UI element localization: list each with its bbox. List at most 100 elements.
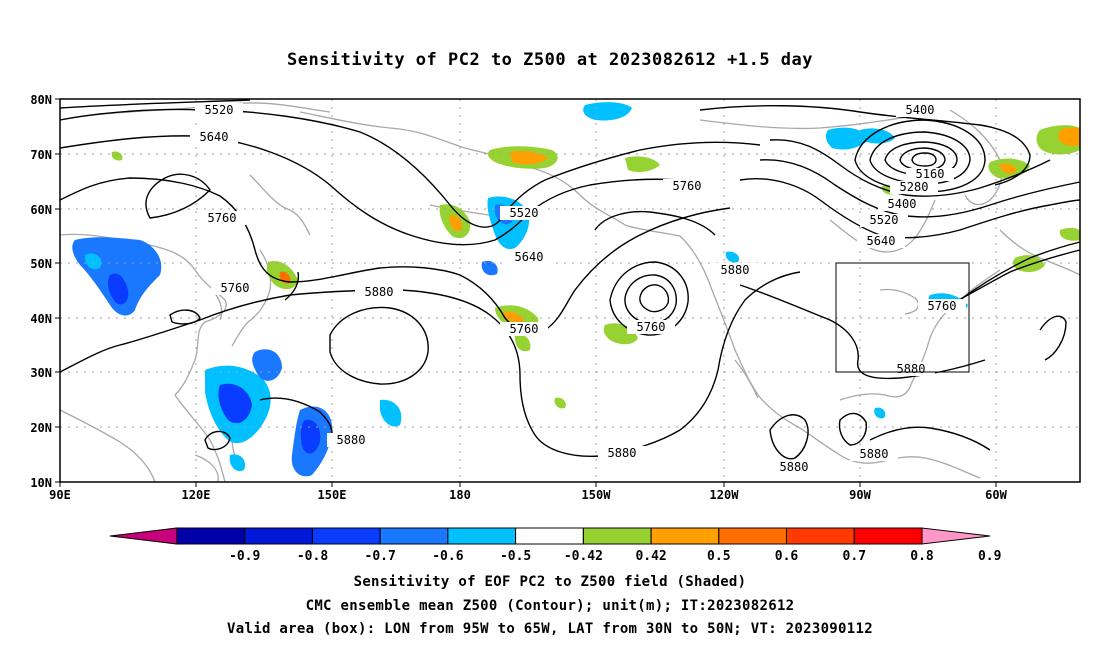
svg-text:5880: 5880 <box>897 362 926 376</box>
contour-npac-low-mid <box>624 274 677 325</box>
valid-area-box <box>835 262 970 373</box>
svg-text:5160: 5160 <box>916 167 945 181</box>
coast-gulf <box>839 381 913 401</box>
axis-ticks <box>55 98 997 487</box>
contour-label-5880-g: 5880 <box>850 447 898 461</box>
neg-patch-pacific-wpac-core <box>300 419 321 454</box>
lon-label-120w: 120W <box>710 488 740 502</box>
contour-label-5640-a: 5640 <box>190 130 238 144</box>
coast-borneo <box>194 454 219 483</box>
coast-sea-asia <box>174 394 226 483</box>
svg-text:5280: 5280 <box>900 180 929 194</box>
contour-5880-caribbean <box>769 414 809 460</box>
contour-atlantic-trough <box>1039 315 1067 361</box>
pos-patch-alaska <box>625 156 660 173</box>
neg-patch-arctic-canada <box>825 127 870 150</box>
svg-text:5640: 5640 <box>200 130 229 144</box>
coast-baja <box>734 359 759 399</box>
lat-label-50n: 50N <box>30 257 52 271</box>
pos-patch-dateline-core <box>502 311 524 324</box>
pos-patch-small-5 <box>111 151 123 161</box>
colorbar-left-triangle <box>109 527 178 545</box>
contour-label-5880-f: 5880 <box>770 460 818 474</box>
colorbar-box <box>244 527 313 545</box>
contour-label-5880-b: 5880 <box>327 433 375 447</box>
latitude-labels: 80N 70N 60N 50N 40N 30N 20N 10N <box>30 93 52 490</box>
colorbar-boxes <box>176 527 923 545</box>
contour-canada-5400 <box>699 105 1031 186</box>
neg-patch-kuroshio-west-core <box>218 383 252 424</box>
positive-patches <box>111 125 1080 409</box>
neg-patch-small-4 <box>874 407 886 419</box>
colorbar-tick-label: -0.7 <box>365 549 396 564</box>
svg-text:5520: 5520 <box>870 213 899 227</box>
caption-line-2: CMC ensemble mean Z500 (Contour); unit(m… <box>305 598 795 614</box>
lat-label-70n: 70N <box>30 148 52 162</box>
contour-canada-5520 <box>769 139 1051 197</box>
colorbar-tick-label: 0.6 <box>775 549 799 564</box>
contour-label-5760-a: 5760 <box>198 211 246 225</box>
contour-5760-west <box>59 177 731 334</box>
lon-label-150e: 150E <box>318 488 347 502</box>
contour-label-5520-c: 5520 <box>860 213 908 227</box>
coast-indochina <box>59 409 156 483</box>
pos-patch-bering-arc-core <box>510 150 548 165</box>
caption-line-3: Valid area (box): LON from 95W to 65W, L… <box>227 621 873 637</box>
colorbar-tick-label: -0.42 <box>564 549 603 564</box>
lon-label-60w: 60W <box>985 488 1007 502</box>
lat-label-60n: 60N <box>30 203 52 217</box>
colorbar-box <box>853 527 923 545</box>
lat-label-10n: 10N <box>30 476 52 490</box>
colorbar-box <box>515 527 584 545</box>
lat-label-20n: 20N <box>30 421 52 435</box>
pos-patch-small-6 <box>554 397 566 409</box>
svg-text:5400: 5400 <box>888 197 917 211</box>
contour-5880-low-center <box>329 306 429 385</box>
contour-5880-small <box>204 430 231 451</box>
lon-label-120e: 120E <box>182 488 211 502</box>
contour-5760-kamchatka <box>284 271 300 301</box>
pos-patch-davis-core <box>1000 163 1017 174</box>
contour-canada-5760 <box>739 178 1081 239</box>
neg-patch-arctic <box>583 102 632 121</box>
caption-line-1: Sensitivity of EOF PC2 to Z500 field (Sh… <box>353 574 747 590</box>
svg-text:5640: 5640 <box>515 250 544 264</box>
svg-text:5880: 5880 <box>365 285 394 299</box>
contour-east-5880-lower <box>959 241 1081 301</box>
svg-text:5880: 5880 <box>780 460 809 474</box>
figure-title: Sensitivity of PC2 to Z500 at 2023082612… <box>286 50 813 70</box>
contour-label-5880-e: 5880 <box>598 446 646 460</box>
pos-patch-dateline-south <box>514 334 531 352</box>
colorbar-box <box>312 527 381 545</box>
lon-label-180: 180 <box>449 488 471 502</box>
colorbar-box <box>176 527 246 545</box>
pos-patch-greenland-core <box>1058 127 1080 147</box>
contour-5880-south <box>259 397 333 441</box>
coast-greenland <box>949 109 1003 206</box>
colorbar-tick-label: -0.6 <box>432 549 463 564</box>
contour-label-5880-d: 5880 <box>887 362 935 376</box>
svg-text:5760: 5760 <box>928 299 957 313</box>
colorbar-tick-label: -0.8 <box>297 549 328 564</box>
colorbar-tick-label: 0.9 <box>978 549 1001 564</box>
contour-label-5400-b: 5400 <box>878 197 926 211</box>
svg-text:5760: 5760 <box>221 281 250 295</box>
svg-text:5520: 5520 <box>510 206 539 220</box>
lon-label-90e: 90E <box>49 488 71 502</box>
svg-text:5520: 5520 <box>205 103 234 117</box>
svg-text:5760: 5760 <box>208 211 237 225</box>
contour-label-5760-c: 5760 <box>500 322 548 336</box>
neg-patch-small-3 <box>725 251 740 263</box>
colorbar-tick-label: -0.5 <box>500 549 531 564</box>
contour-5880-west <box>59 271 801 458</box>
colorbar-box <box>447 527 517 545</box>
coast-hudson <box>829 199 936 253</box>
contour-label-5280: 5280 <box>890 180 938 194</box>
contour-label-5760-f: 5760 <box>918 299 966 313</box>
colorbar-box <box>379 527 449 545</box>
contour-low-5220 <box>869 131 971 185</box>
neg-patch-kuroshio-north <box>252 349 282 381</box>
contour-npac-low-inner <box>639 284 670 313</box>
colorbar-tick-label: 0.5 <box>707 549 730 564</box>
contour-npac-ridge <box>594 210 716 236</box>
